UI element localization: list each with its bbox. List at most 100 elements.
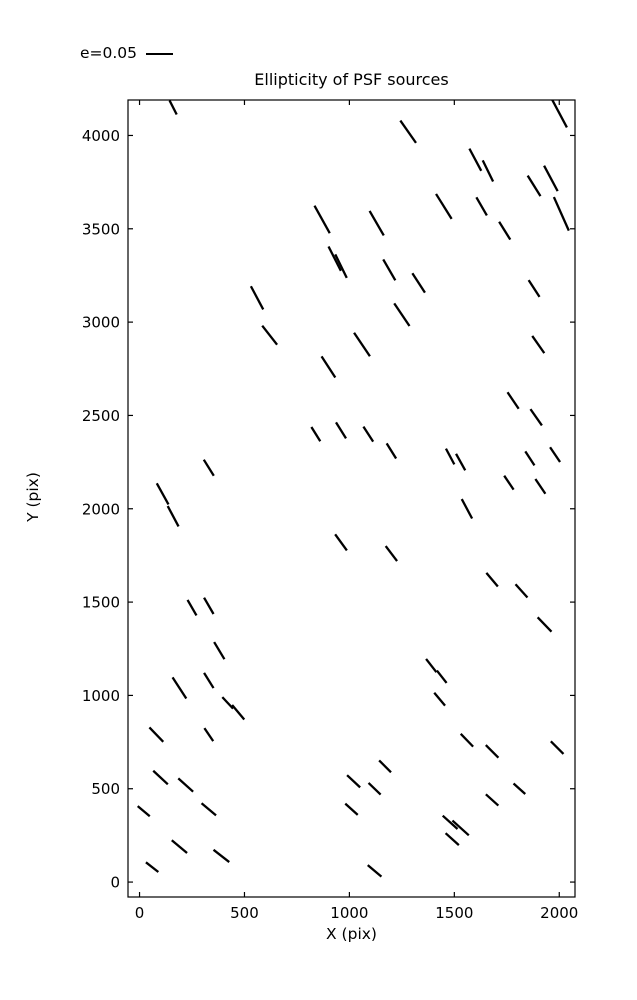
whisker-segment — [385, 442, 398, 460]
whisker-segment — [320, 355, 337, 379]
whisker-segment — [549, 446, 562, 463]
whisker-segment — [435, 193, 453, 220]
whisker-segment — [171, 839, 188, 854]
whisker-segment — [327, 245, 342, 272]
whisker-segment — [200, 802, 217, 817]
y-tick-label: 2500 — [82, 407, 120, 425]
x-axis-label: X (pix) — [326, 925, 377, 943]
whisker-segment — [551, 100, 568, 128]
y-tick-label: 4000 — [82, 127, 120, 145]
whisker-segment — [460, 498, 474, 520]
whisker-segment — [481, 159, 495, 183]
whisker-segment — [512, 782, 527, 795]
whisker-segment — [468, 148, 483, 172]
whisker-segment — [524, 450, 536, 467]
whisker-segment — [529, 408, 543, 427]
whisker-segment — [368, 210, 385, 237]
whisker-segment — [441, 814, 459, 830]
whisker-segment — [186, 599, 198, 616]
whisker-segment — [550, 740, 565, 755]
whisker-segment — [543, 165, 559, 192]
whisker-segment — [526, 175, 542, 197]
x-tick-label: 1500 — [435, 904, 473, 922]
x-tick-label: 2000 — [540, 904, 578, 922]
whisker-segment — [444, 448, 456, 465]
y-tick-label: 0 — [110, 874, 120, 892]
whisker-segment — [534, 478, 547, 495]
whisker-segment — [435, 669, 448, 684]
whisker-segment — [203, 672, 215, 689]
whisker-segment — [514, 583, 529, 599]
whisker-segment — [367, 782, 382, 796]
whisker-segment — [425, 658, 438, 673]
y-tick-label: 3000 — [82, 314, 120, 332]
whisker-segment — [213, 641, 226, 660]
whisker-segment — [367, 864, 383, 878]
whisker-segment — [313, 205, 331, 234]
whisker-segment — [203, 727, 215, 742]
whisker-segment — [382, 258, 397, 281]
y-tick-label: 1500 — [82, 594, 120, 612]
whisker-segment — [353, 332, 371, 357]
whisker-segment — [444, 832, 460, 846]
y-axis-label: Y (pix) — [24, 472, 42, 522]
y-tick-label: 2000 — [82, 500, 120, 518]
whisker-segment — [152, 769, 169, 786]
whisker-segment — [399, 119, 417, 144]
whisker-segment — [393, 302, 411, 327]
whisker-segment — [166, 505, 180, 527]
x-tick-label: 0 — [135, 904, 145, 922]
whisker-segment — [451, 819, 470, 837]
whisker-segment — [334, 253, 348, 279]
whisker-segment — [310, 426, 322, 442]
whisker-layer — [136, 100, 570, 878]
whisker-segment — [155, 482, 170, 505]
legend: e=0.05 — [80, 44, 174, 62]
whisker-segment — [411, 272, 426, 294]
x-tick-label: 1000 — [330, 904, 368, 922]
whisker-segment — [231, 704, 246, 721]
whisker-segment — [334, 533, 348, 552]
whisker-segment — [536, 616, 553, 633]
axis-ticks: 0 500 1000 1500 2000 0 500 1000 1500 2000 2500 3000… — [82, 100, 578, 922]
whisker-segment — [261, 324, 278, 346]
whisker-segment — [335, 421, 347, 439]
y-tick-label: 1000 — [82, 687, 120, 705]
whisker-segment — [148, 726, 165, 743]
whisker-segment — [552, 196, 570, 232]
whisker-segment — [203, 597, 215, 615]
y-tick-label: 500 — [91, 780, 120, 798]
whisker-segment — [455, 453, 467, 471]
whisker-segment — [177, 777, 194, 793]
whisker-segment — [506, 391, 520, 410]
whisker-segment — [202, 459, 215, 477]
whisker-segment — [475, 196, 488, 217]
whisker-segment — [212, 848, 230, 863]
whisker-segment — [433, 691, 446, 707]
whisker-segment — [459, 733, 474, 748]
whisker-segment — [503, 475, 515, 491]
whisker-segment — [527, 279, 541, 298]
whisker-segment — [485, 572, 499, 588]
y-tick-label: 3500 — [82, 220, 120, 238]
whisker-segment — [531, 335, 546, 354]
whisker-scale-bar-icon — [146, 52, 174, 55]
whisker-segment — [362, 426, 375, 443]
whisker-segment — [344, 802, 359, 816]
legend-label: e=0.05 — [80, 44, 138, 62]
whisker-segment — [221, 696, 234, 710]
whisker-segment — [171, 676, 188, 700]
whisker-segment — [136, 805, 151, 818]
whisker-segment — [346, 774, 361, 789]
whisker-segment — [498, 221, 512, 241]
whisker-segment — [485, 793, 500, 807]
whisker-segment — [145, 861, 160, 873]
whisker-segment — [378, 759, 392, 774]
axis-spines — [127, 99, 576, 898]
page-title: Ellipticity of PSF sources — [254, 70, 449, 89]
whisker-segment — [168, 100, 178, 116]
whisker-segment — [384, 545, 398, 562]
whisker-segment — [249, 285, 265, 310]
